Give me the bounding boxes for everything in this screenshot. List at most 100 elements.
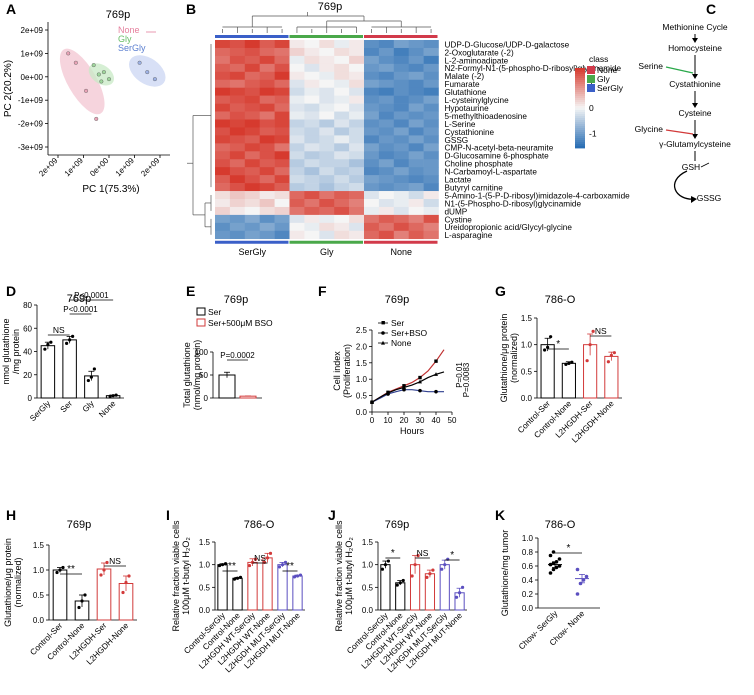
heatmap-cell (334, 79, 350, 88)
color-scale-step (575, 122, 585, 125)
y-tick-label-E: 50 (199, 371, 208, 380)
heatmap-cell (334, 55, 350, 65)
panel-title-A: 769p (106, 9, 130, 21)
y-axis-title-G: Glutathione/μg protein (normalized) (499, 314, 519, 403)
heatmap-cell (244, 143, 260, 152)
heatmap-cell (319, 127, 335, 136)
heatmap-cell (304, 135, 320, 144)
heatmap-cell (334, 159, 350, 168)
data-point-K (548, 571, 553, 575)
pca-point-SerGly (145, 70, 150, 75)
heatmap-cell (408, 127, 424, 136)
color-scale-step (575, 106, 585, 109)
heatmap-cell (229, 40, 246, 49)
heatmap-cell (304, 55, 320, 65)
color-scale-step (575, 130, 585, 133)
heatmap-cell (319, 47, 335, 57)
heatmap-cell (304, 87, 320, 96)
heatmap-cell (364, 55, 380, 65)
y-tick-label-H: 0.5 (33, 591, 45, 600)
panel-title-J: 769p (385, 519, 409, 531)
data-point-I (232, 577, 237, 581)
heatmap-cell (244, 230, 260, 240)
data-point-I (238, 575, 243, 579)
heatmap-cell (423, 191, 439, 200)
color-scale-step (575, 100, 585, 103)
heatmap-cell (334, 95, 350, 104)
data-point-G (570, 360, 574, 364)
y-tick-label-G: 0.0 (521, 394, 533, 403)
bar-D (40, 345, 56, 399)
data-point-I (268, 551, 273, 555)
heatmap-cell (334, 183, 350, 192)
heatmap-cell (274, 71, 290, 81)
heatmap-cell (334, 71, 350, 81)
heatmap-cell (334, 40, 350, 49)
color-scale-step (575, 128, 585, 131)
heatmap-cell (378, 111, 395, 120)
heatmap-cell (393, 63, 409, 73)
data-point-J (454, 595, 459, 599)
class-legend-title: class (589, 54, 608, 64)
heatmap-cell (259, 127, 275, 136)
heatmap-cell (378, 63, 395, 73)
heatmap-cell (244, 222, 260, 232)
series-marker-Ser (434, 359, 438, 363)
redox-cycle-arrow (674, 170, 696, 200)
heatmap-cell (229, 95, 246, 104)
x-tick-label-A: 2e+09 (37, 156, 60, 179)
data-point-H (105, 560, 109, 565)
data-point-H (102, 568, 106, 572)
metabolite-label: Lactate (445, 176, 472, 185)
y-tick-label-D: 0 (28, 394, 33, 403)
color-scale-step (575, 132, 585, 135)
heatmap-cell (215, 47, 231, 57)
heatmap-cell (378, 167, 395, 176)
color-scale-step (575, 74, 585, 77)
significance-label-D: P<0.0001 (63, 305, 98, 314)
heatmap-cell (334, 127, 350, 136)
y-tick-label-J: 1.0 (362, 561, 374, 570)
panel-letter-B: B (186, 1, 196, 17)
group-bar-None (364, 240, 438, 244)
heatmap-cell (364, 230, 380, 240)
data-point-J (428, 572, 432, 576)
y-axis-title-I-line: Relative fraction viable cells (171, 520, 181, 632)
heatmap-cell (364, 143, 380, 152)
heatmap-cell (364, 79, 380, 88)
heatmap-cell (229, 143, 246, 152)
heatmap-cell (334, 206, 350, 216)
metabolite-label: L-cysteinylglycine (445, 96, 510, 105)
color-scale-step (575, 144, 585, 147)
heatmap-cell (393, 103, 409, 112)
heatmap-cell (349, 47, 365, 57)
heatmap-cell (244, 111, 260, 120)
heatmap-cell (244, 135, 260, 144)
data-point-H (61, 565, 65, 570)
data-point-D (68, 338, 72, 342)
bar-J (395, 582, 406, 611)
data-point-J (410, 574, 414, 578)
heatmap-cell (364, 40, 380, 49)
heatmap-cell (274, 47, 290, 57)
heatmap-cell (289, 111, 305, 120)
heatmap-cell (349, 63, 365, 73)
series-marker-None (418, 379, 422, 384)
heatmap-cell (423, 40, 439, 49)
heatmap-cell (334, 214, 350, 224)
heatmap-cell (334, 151, 350, 160)
pca-point-Gly (96, 72, 101, 77)
data-point-K (575, 592, 580, 596)
significance-label-I: *** (224, 561, 236, 572)
heatmap-cell (334, 111, 350, 120)
heatmap-cell (423, 47, 439, 57)
heatmap-cell (229, 47, 246, 57)
heatmap-cell (408, 79, 424, 88)
metabolite-label: GSSG (445, 136, 469, 145)
heatmap-cell (304, 175, 320, 184)
y-tick-label-G: 1.0 (521, 341, 533, 350)
color-scale-step (575, 70, 585, 73)
heatmap-cell (244, 167, 260, 176)
heatmap-cell (259, 222, 275, 232)
y-axis-title-I-line: 100μM t-butyl H₂O₂ (181, 537, 191, 615)
